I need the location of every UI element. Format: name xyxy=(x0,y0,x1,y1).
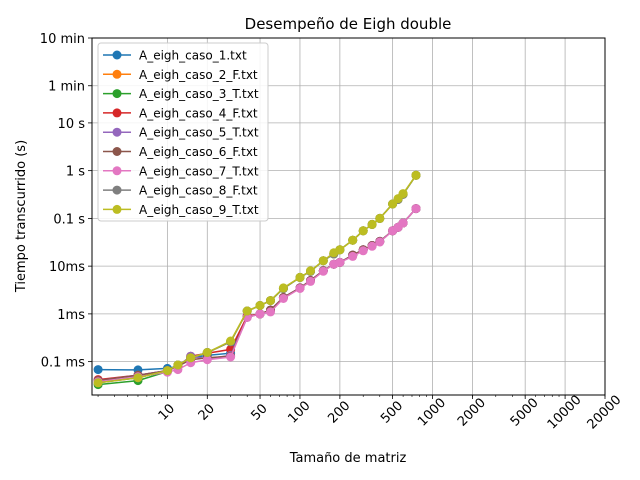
legend-box xyxy=(97,42,269,222)
legend-marker xyxy=(112,166,122,176)
legend-label: A_eigh_caso_4_F.txt xyxy=(139,106,258,120)
data-point xyxy=(226,336,236,346)
data-point xyxy=(202,348,212,357)
data-point xyxy=(367,241,377,251)
data-point xyxy=(318,266,328,276)
legend-item: A_eigh_caso_2_F.txt xyxy=(103,68,258,82)
legend-item: A_eigh_caso_6_F.txt xyxy=(103,145,258,159)
data-point xyxy=(318,256,328,266)
data-point xyxy=(358,246,368,256)
data-point xyxy=(93,365,103,375)
legend-label: A_eigh_caso_2_F.txt xyxy=(139,68,258,82)
data-point xyxy=(398,189,408,199)
data-point xyxy=(348,235,358,245)
data-point xyxy=(266,296,275,306)
data-point xyxy=(202,355,212,365)
data-point xyxy=(367,219,377,229)
data-point xyxy=(358,226,368,236)
legend-marker xyxy=(112,89,122,99)
data-point xyxy=(93,378,103,388)
data-point xyxy=(375,237,385,247)
y-tick-label: 0.1 ms xyxy=(41,356,85,371)
y-tick-label: 1 s xyxy=(66,165,85,180)
data-point xyxy=(173,360,183,370)
legend-item: A_eigh_caso_4_F.txt xyxy=(103,106,258,120)
legend-item: A_eigh_caso_1.txt xyxy=(103,49,247,63)
data-point xyxy=(162,366,172,376)
y-tick-label: 0.1 s xyxy=(53,212,85,227)
data-point xyxy=(255,301,265,310)
legend-marker xyxy=(112,185,122,195)
legend-marker xyxy=(112,147,122,156)
data-point xyxy=(335,245,345,255)
legend-label: A_eigh_caso_9_T.txt xyxy=(139,203,259,217)
legend-marker xyxy=(112,50,122,60)
legend-marker xyxy=(112,127,122,137)
legend-label: A_eigh_caso_5_T.txt xyxy=(139,126,259,140)
data-point xyxy=(348,251,358,261)
data-point xyxy=(388,199,398,209)
data-point xyxy=(255,309,265,319)
y-axis-ticks: 0.1 ms 1ms 10ms 0.1 s 1 s 10 s 1 min 10 min xyxy=(40,32,92,371)
data-point xyxy=(306,276,315,286)
data-point xyxy=(411,170,421,180)
legend-label: A_eigh_caso_6_F.txt xyxy=(139,145,258,159)
legend-item: A_eigh_caso_3_T.txt xyxy=(103,87,259,101)
legend-marker xyxy=(112,69,122,79)
data-point xyxy=(398,218,408,228)
legend-marker xyxy=(112,204,122,214)
legend-item: A_eigh_caso_8_F.txt xyxy=(103,184,258,198)
x-axis-label: Tamaño de matriz xyxy=(289,451,407,466)
plot-frame xyxy=(91,37,606,396)
data-point xyxy=(266,307,275,317)
chart-title: Desempeño de Eigh double xyxy=(245,15,452,33)
data-point xyxy=(186,353,196,363)
data-point xyxy=(306,266,315,276)
legend-item: A_eigh_caso_5_T.txt xyxy=(103,126,259,140)
legend-label: A_eigh_caso_3_T.txt xyxy=(139,87,259,101)
legend-item: A_eigh_caso_7_T.txt xyxy=(103,164,259,178)
y-tick-label: 1 min xyxy=(48,80,85,95)
y-axis-label: Tiempo transcurrido (s) xyxy=(14,140,29,293)
data-point xyxy=(295,284,305,293)
legend-label: A_eigh_caso_1.txt xyxy=(139,49,247,63)
legend-item: A_eigh_caso_9_T.txt xyxy=(103,203,259,217)
y-tick-label: 10ms xyxy=(49,260,85,275)
legend: A_eigh_caso_1.txt A_eigh_caso_2_F.txt A_ei… xyxy=(97,42,269,222)
data-point xyxy=(295,272,305,282)
series-9 xyxy=(93,170,421,388)
data-point xyxy=(242,306,252,316)
data-point xyxy=(335,257,345,267)
legend-label: A_eigh_caso_8_F.txt xyxy=(139,184,258,198)
data-point xyxy=(375,213,385,223)
data-point xyxy=(226,352,236,362)
legend-label: A_eigh_caso_7_T.txt xyxy=(139,164,259,178)
y-tick-label: 1ms xyxy=(57,308,85,323)
data-point xyxy=(278,283,288,293)
data-point xyxy=(133,373,143,383)
y-tick-label: 10 s xyxy=(58,117,86,132)
data-point xyxy=(278,294,288,303)
series-layer xyxy=(93,170,421,390)
y-tick-label: 10 min xyxy=(40,32,85,47)
legend-marker xyxy=(112,108,122,118)
data-point xyxy=(411,204,421,214)
